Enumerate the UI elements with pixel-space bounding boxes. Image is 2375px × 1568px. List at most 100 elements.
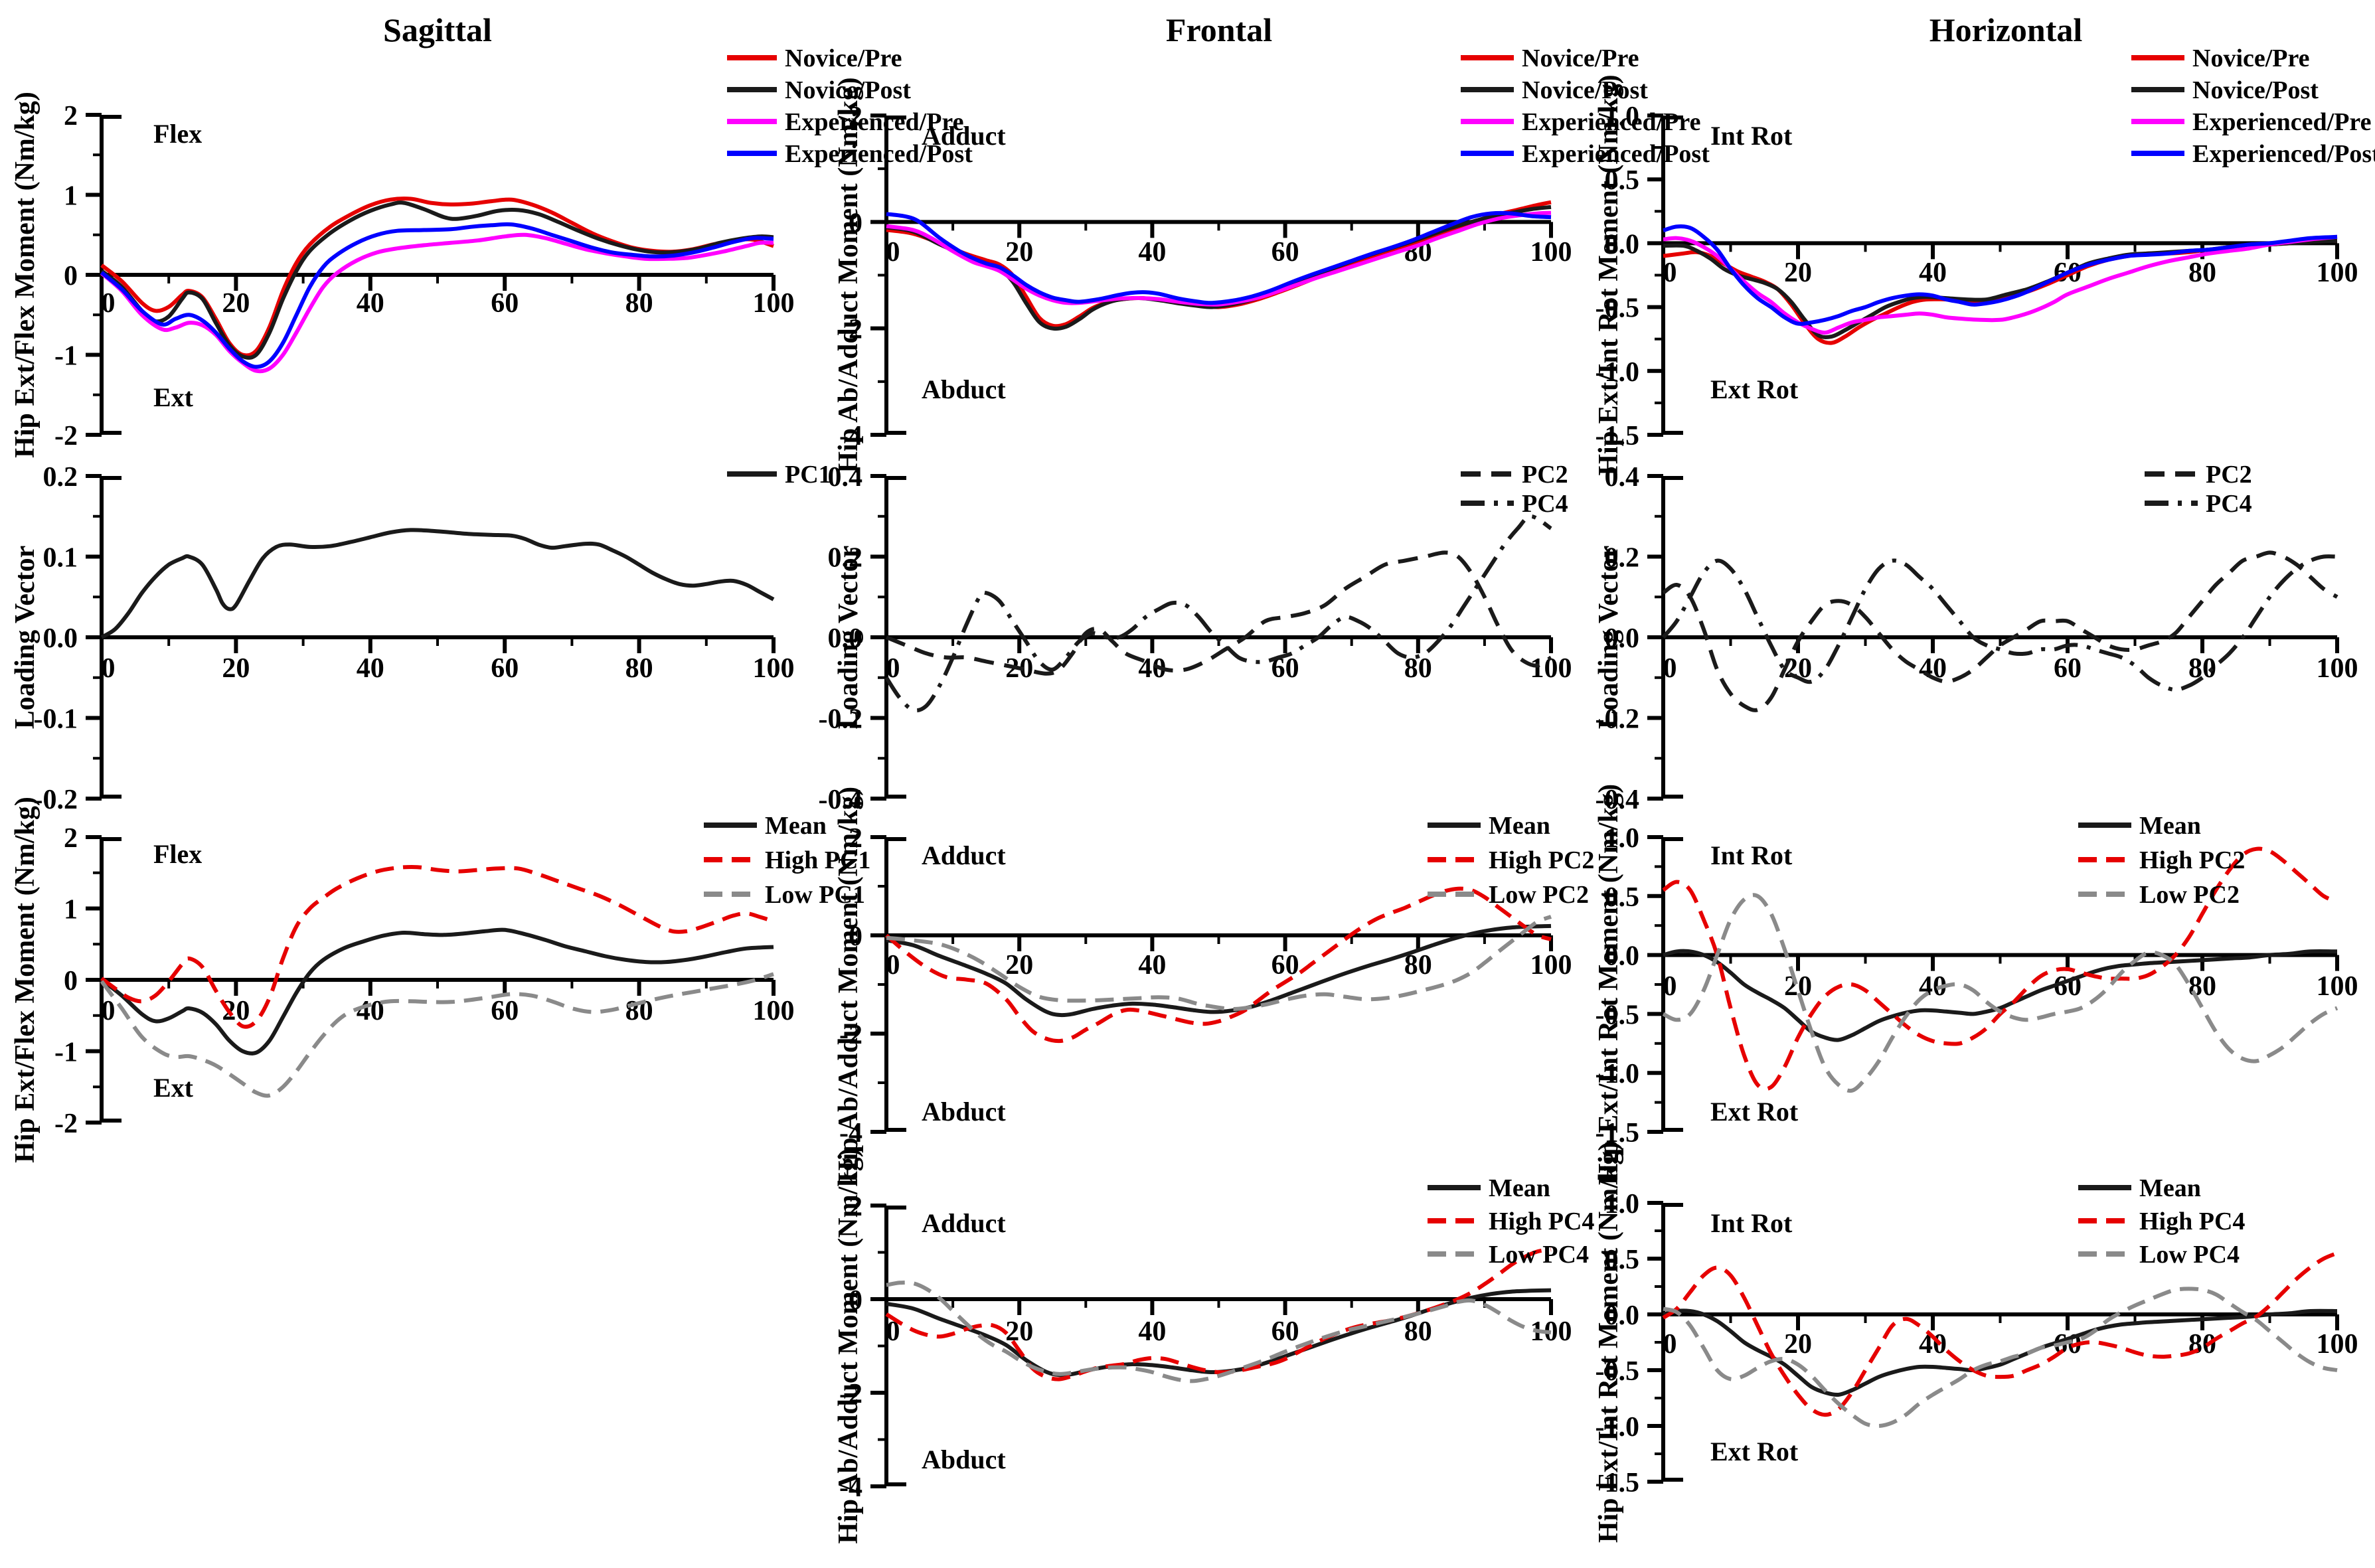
y-tick-label: -4 (839, 1118, 862, 1148)
x-tick-label: 40 (357, 288, 384, 319)
curve-experienced-post (1663, 224, 2338, 326)
legend-label: Novice/Pre (785, 44, 902, 72)
curve-high-pc2 (885, 886, 1552, 1044)
legend-label: Novice/Post (1522, 76, 1648, 104)
x-tick-label: 60 (491, 996, 519, 1026)
y-tick-label: -0.1 (34, 704, 78, 735)
y-tick-label: 1 (64, 895, 78, 925)
x-tick-label: 40 (357, 653, 384, 684)
x-tick-label: 20 (222, 653, 250, 684)
plot-annotation: Adduct (922, 1208, 1006, 1238)
x-tick-label: 100 (1530, 950, 1572, 980)
plot-annotation: Flex (153, 119, 202, 149)
plot-annotation: Abduct (922, 374, 1006, 404)
plot-annotation: Int Rot (1710, 840, 1793, 870)
legend-label: Mean (1489, 1174, 1550, 1202)
plot-annotation: Int Rot (1710, 1208, 1793, 1238)
y-tick-label: 0.5 (1605, 1245, 1640, 1275)
x-tick-label: 60 (1271, 950, 1299, 980)
x-tick-label: 20 (1784, 1329, 1812, 1360)
x-tick-label: 20 (222, 288, 250, 319)
x-tick-label: 40 (1919, 258, 1947, 288)
x-tick-label: 0 (886, 950, 900, 980)
y-tick-label: -1.5 (1596, 1468, 1640, 1498)
x-tick-label: 0 (1663, 258, 1677, 288)
y-tick-label: -1.5 (1596, 421, 1640, 451)
legend-label: Experienced/Pre (2192, 108, 2371, 136)
curve-high-pc4 (1662, 1251, 2338, 1417)
curve-experienced-post (100, 222, 774, 369)
x-tick-label: 80 (2188, 258, 2216, 288)
y-tick-label: -2 (54, 421, 78, 451)
curve-pc4 (884, 514, 1552, 713)
curve-low-pc4 (1663, 1287, 2338, 1429)
x-tick-label: 100 (1530, 237, 1572, 268)
y-tick-label: 0.0 (828, 623, 863, 654)
y-tick-label: 0 (64, 966, 78, 996)
y-tick-label: 0.2 (1605, 543, 1640, 574)
y-tick-label: 0.0 (1605, 623, 1640, 654)
y-tick-label: 2 (64, 101, 78, 131)
x-tick-label: 100 (2317, 653, 2358, 684)
curve-high-pc2 (1662, 846, 2338, 1091)
y-tick-label: -1 (54, 1038, 78, 1068)
legend-label: Mean (2139, 812, 2201, 840)
plot-annotation: Ext (153, 1073, 194, 1103)
y-tick-label: 0.2 (43, 462, 78, 493)
curve-experienced-pre (886, 210, 1552, 307)
curve-low-pc2 (1662, 893, 2338, 1093)
y-axis-label: Hip Ext/Int Rot Moment (Nm/kg) (1594, 74, 1624, 475)
curve-pc2 (1662, 550, 2338, 712)
x-tick-label: 0 (1663, 653, 1677, 684)
legend-label: Mean (765, 812, 827, 840)
legend-label: Experienced/Pre (785, 108, 963, 136)
y-tick-label: 2 (849, 102, 862, 132)
legend-label: Novice/Post (2192, 76, 2319, 104)
y-tick-label: 1.0 (1605, 1189, 1640, 1219)
y-tick-label: 0.4 (828, 462, 863, 493)
curve-pc2 (885, 550, 1552, 676)
y-axis-label: Hip Ext/Int Rot Moment (Nm/kg) (1594, 784, 1624, 1185)
x-tick-label: 0 (886, 1316, 900, 1347)
column-title-horizontal: Horizontal (1929, 11, 2083, 48)
y-tick-label: -0.5 (1596, 293, 1640, 324)
plot-annotation: Ext Rot (1710, 1437, 1799, 1466)
curve-mean (1663, 1308, 2338, 1397)
x-tick-label: 40 (1919, 1329, 1947, 1360)
curve-novice-pre (1663, 238, 2338, 345)
curve-experienced-pre (100, 232, 774, 374)
curve-low-pc4 (886, 1280, 1552, 1383)
legend-label: Novice/Pre (1522, 44, 1639, 72)
y-tick-label: 0 (849, 208, 862, 238)
y-tick-label: -1.5 (1596, 1118, 1640, 1148)
legend-label: PC2 (2206, 461, 2252, 489)
x-tick-label: 80 (625, 653, 653, 684)
y-tick-label: -4 (839, 421, 862, 451)
plot-annotation: Abduct (922, 1097, 1006, 1127)
x-tick-label: 80 (1404, 1316, 1432, 1347)
legend-label: Novice/Pre (2192, 44, 2310, 72)
y-tick-label: 0.0 (1605, 1300, 1640, 1331)
plot-annotation: Ext Rot (1710, 374, 1799, 404)
y-tick-label: -0.4 (1596, 785, 1640, 815)
x-tick-label: 80 (2188, 971, 2216, 1002)
x-tick-label: 20 (1005, 1316, 1033, 1347)
curve-experienced-pre (1663, 234, 2338, 335)
y-tick-label: 0.0 (43, 623, 78, 654)
plot-annotation: Adduct (922, 840, 1006, 870)
y-tick-label: -0.5 (1596, 1356, 1640, 1387)
column-title-sagittal: Sagittal (383, 11, 492, 48)
y-tick-label: 2 (849, 1192, 862, 1222)
curve-pc1 (100, 528, 775, 639)
legend-label: Experienced/Pre (1522, 108, 1700, 136)
legend-label: PC4 (1522, 490, 1568, 518)
legend-label: Low PC4 (1489, 1241, 1589, 1269)
x-tick-label: 40 (1138, 1316, 1166, 1347)
y-tick-label: -0.2 (819, 704, 863, 735)
legend-label: High PC4 (2139, 1208, 2245, 1235)
x-tick-label: 20 (1784, 258, 1812, 288)
